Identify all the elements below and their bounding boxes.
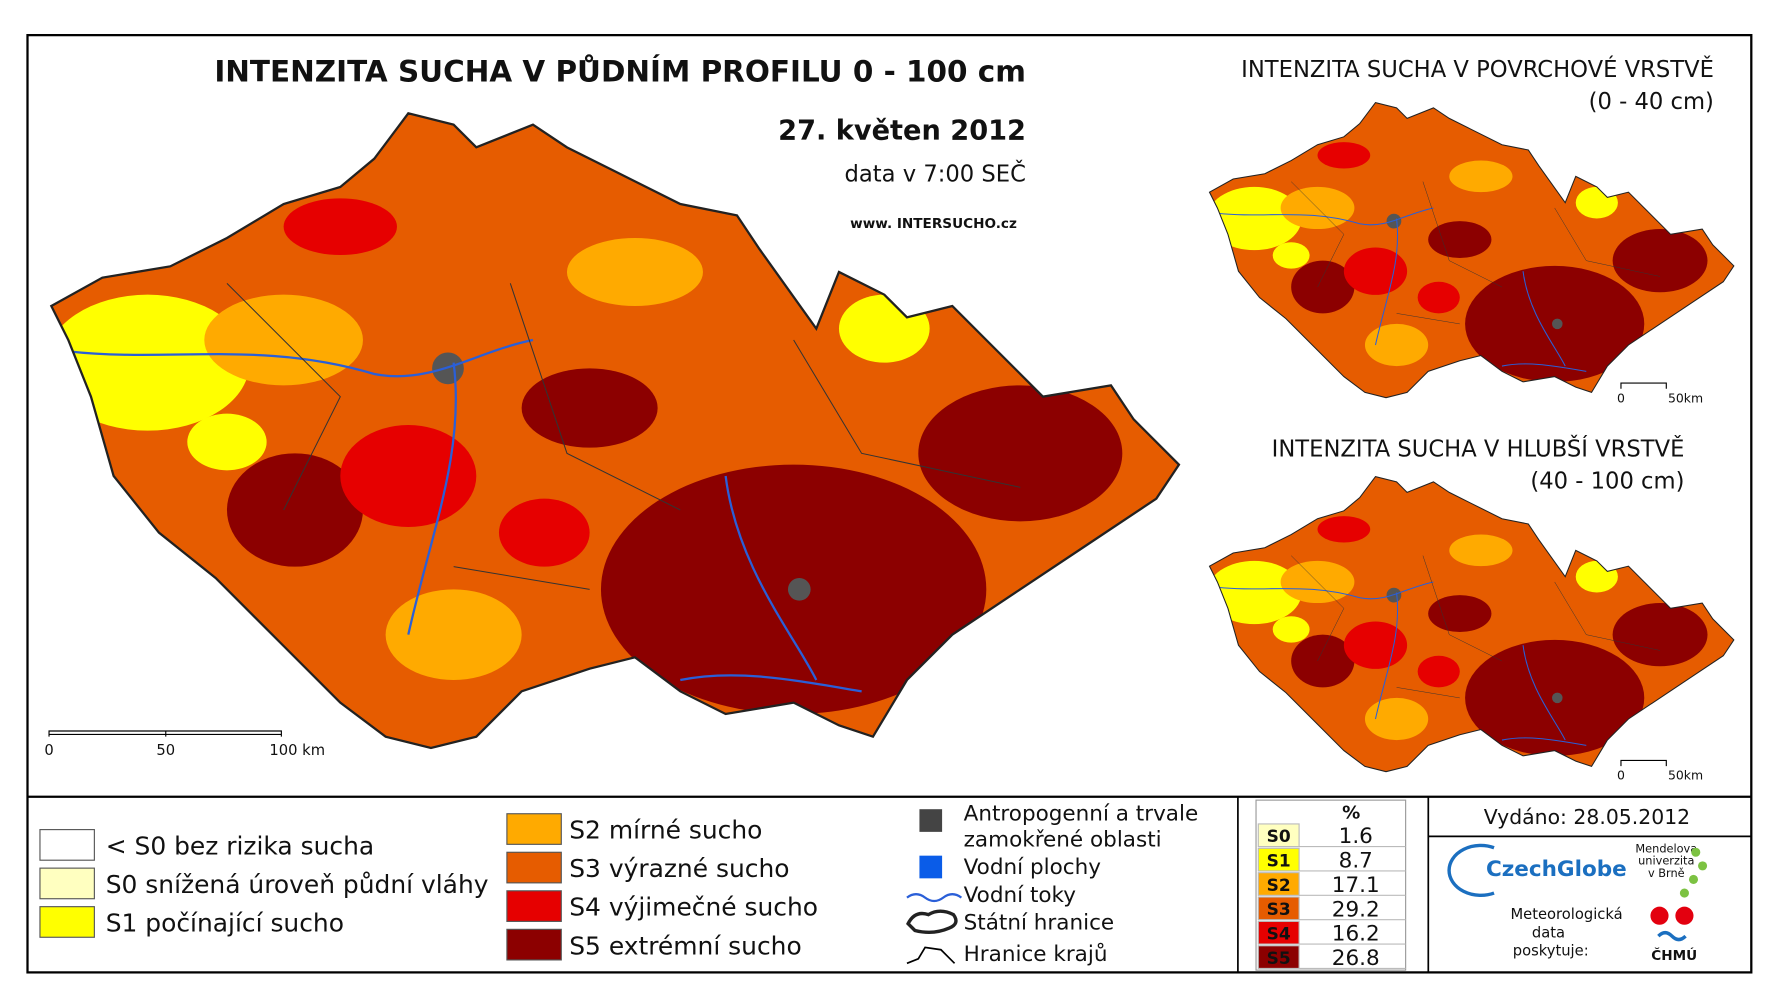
table-frame <box>1255 799 1407 971</box>
legend-label: S5 extrémní sucho <box>569 931 802 960</box>
class-code: S5 <box>1267 949 1291 969</box>
scale-label: 50 <box>156 742 175 759</box>
legend-swatch <box>39 906 95 938</box>
scale-label: 100 km <box>269 742 325 759</box>
percent: 17.1 <box>1332 873 1380 898</box>
logo-provider: data <box>1532 924 1565 941</box>
surface-subtitle: (0 - 40 cm) <box>1589 89 1714 115</box>
legend-label: S4 výjimečné sucho <box>569 893 818 922</box>
logos: CzechGlobe Mendelova univerzita v Brně M… <box>1447 841 1708 964</box>
legend-swatch <box>506 813 562 845</box>
surface-title: INTENZITA SUCHA V POVRCHOVÉ VRSTVĚ <box>1241 55 1714 83</box>
percent: 26.8 <box>1332 946 1380 971</box>
legend-feature: Antropogenní a trvale zamokřené oblasti <box>964 802 1199 853</box>
scale-label: 0 <box>44 742 53 759</box>
percent: 16.2 <box>1332 922 1380 947</box>
scale-label: 50km <box>1668 768 1703 783</box>
legend-label: < S0 bez rizika sucha <box>106 832 374 861</box>
logo-mendelu: Mendelova <box>1635 841 1697 855</box>
website: www. INTERSUCHO.cz <box>850 216 1017 232</box>
main-scale: 0 50 100 km <box>44 730 325 759</box>
class-code: S0 <box>1267 827 1291 847</box>
feature-icons <box>906 809 963 965</box>
class-code: S1 <box>1267 851 1291 871</box>
scale-label: 50km <box>1668 390 1703 405</box>
scale-label: 0 <box>1617 390 1625 405</box>
legend-label: S0 snížená úroveň půdní vláhy <box>106 870 489 899</box>
legend-feature: Vodní plochy <box>964 855 1102 880</box>
logo-provider: poskytuje: <box>1513 942 1589 959</box>
legend: < S0 bez rizika sucha S0 snížená úroveň p… <box>39 802 1199 967</box>
stats-table: % S0 1.6 S1 8.7 S2 17.1 S3 29.2 S4 16.2 S5 26.8 <box>1255 799 1407 971</box>
class-code: S4 <box>1267 925 1291 945</box>
legend-feature: Hranice krajů <box>964 942 1108 967</box>
legend-feature: Státní hranice <box>964 910 1115 935</box>
deep-title: INTENZITA SUCHA V HLUBŠÍ VRSTVĚ <box>1272 435 1685 463</box>
issued: Vydáno: 28.05.2012 <box>1484 805 1690 829</box>
class-cell <box>1257 920 1300 945</box>
legend-label: S3 výrazné sucho <box>569 854 789 883</box>
main-time: data v 7:00 SEČ <box>845 159 1026 187</box>
main-date: 27. květen 2012 <box>778 115 1026 146</box>
legend-swatch <box>39 829 95 861</box>
legend-label: S1 počínající sucho <box>106 909 344 938</box>
legend-swatch <box>506 928 562 961</box>
deep-subtitle: (40 - 100 cm) <box>1530 468 1684 494</box>
logo-mendelu: v Brně <box>1648 866 1685 880</box>
class-code: S3 <box>1267 900 1291 920</box>
stats-header: % <box>1342 802 1360 823</box>
percent: 8.7 <box>1339 849 1373 874</box>
class-cell <box>1257 847 1300 872</box>
legend-swatch <box>506 890 562 922</box>
logo-czechglobe: CzechGlobe <box>1486 857 1627 882</box>
class-cell <box>1257 872 1300 896</box>
class-cell <box>1257 945 1300 969</box>
legend-swatch <box>506 851 562 884</box>
percent: 1.6 <box>1339 824 1373 849</box>
logo-provider: Meteorologická <box>1510 906 1622 923</box>
percent: 29.2 <box>1332 897 1380 922</box>
legend-feature: Vodní toky <box>964 883 1077 908</box>
legend-swatch <box>39 867 95 900</box>
class-code: S2 <box>1267 876 1291 896</box>
logo-chmu: ČHMÚ <box>1651 946 1697 964</box>
legend-label: S2 mírné sucho <box>569 816 762 845</box>
scale-label: 0 <box>1617 768 1625 783</box>
main-title: INTENZITA SUCHA V PŮDNÍM PROFILU 0 - 100… <box>214 53 1026 89</box>
logo-mendelu: univerzita <box>1638 854 1694 868</box>
class-cell <box>1257 896 1300 921</box>
class-cell <box>1257 823 1300 848</box>
